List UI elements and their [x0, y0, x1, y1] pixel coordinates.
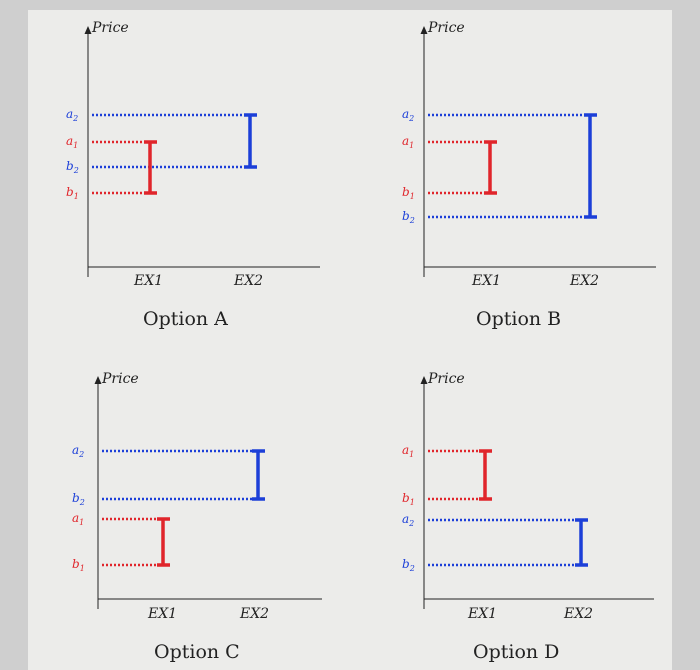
panel-option-a: Price a2 a1 b2 b1 EX1 EX2 Option A	[58, 15, 328, 330]
range-bar-ex2	[584, 113, 597, 219]
diagram-option-c: Price a2 b2 a1 b1 EX1 EX2	[72, 371, 322, 622]
x-label-ex2: EX2	[239, 606, 269, 622]
diagram-option-b: Price a2 a1 b1 b2 EX1 EX2	[402, 20, 656, 289]
panel-option-b: Price a2 a1 b1 b2 EX1 EX2 Option B	[394, 15, 664, 330]
level-label-a1: a1	[402, 134, 414, 150]
level-label-a2: a2	[402, 107, 414, 123]
x-label-ex1: EX1	[147, 606, 177, 622]
level-label-a2: a2	[66, 107, 78, 123]
level-label-b2: b2	[66, 159, 79, 175]
axis-title-price: Price	[91, 20, 129, 36]
range-bar-ex2	[244, 113, 257, 169]
range-bar-ex1	[484, 140, 497, 195]
y-axis-arrow-icon	[420, 376, 428, 384]
range-bar-ex2	[575, 518, 588, 567]
range-bar-ex1	[157, 517, 170, 567]
y-axis-arrow-icon	[84, 26, 92, 34]
range-bar-ex1	[144, 140, 157, 195]
range-bar-ex1	[479, 449, 492, 501]
y-axis-arrow-icon	[420, 26, 428, 34]
level-label-b2: b2	[402, 209, 415, 225]
worksheet-sheet: Price a2 a1 b2 b1 EX1 EX2 Option A	[28, 10, 672, 670]
axis-title-price: Price	[427, 20, 465, 36]
panel-option-d: Price a1 b1 a2 b2 EX1 EX2 Option D	[394, 365, 664, 663]
x-label-ex1: EX1	[133, 273, 163, 289]
option-label-c: Option C	[154, 641, 240, 663]
x-label-ex1: EX1	[471, 273, 501, 289]
option-label-a: Option A	[143, 308, 228, 330]
x-label-ex2: EX2	[233, 273, 263, 289]
level-label-a2: a2	[402, 512, 414, 528]
level-label-a1: a1	[66, 134, 78, 150]
y-axis-arrow-icon	[94, 376, 102, 384]
level-label-b1: b1	[72, 557, 85, 573]
range-bar-ex2	[252, 449, 265, 501]
level-label-b2: b2	[72, 491, 85, 507]
x-label-ex2: EX2	[569, 273, 599, 289]
level-label-b1: b1	[402, 491, 415, 507]
x-label-ex2: EX2	[563, 606, 593, 622]
level-label-b1: b1	[402, 185, 415, 201]
level-label-a1: a1	[72, 511, 84, 527]
panel-option-c: Price a2 b2 a1 b1 EX1 EX2 Option C	[68, 365, 338, 663]
level-label-a2: a2	[72, 443, 84, 459]
level-label-a1: a1	[402, 443, 414, 459]
x-label-ex1: EX1	[467, 606, 497, 622]
option-label-d: Option D	[473, 641, 560, 663]
option-label-b: Option B	[476, 308, 562, 330]
diagram-option-d: Price a1 b1 a2 b2 EX1 EX2	[402, 371, 654, 622]
diagram-option-a: Price a2 a1 b2 b1 EX1 EX2	[66, 20, 320, 289]
axis-title-price: Price	[427, 371, 465, 387]
axis-title-price: Price	[101, 371, 139, 387]
level-label-b2: b2	[402, 557, 415, 573]
level-label-b1: b1	[66, 185, 79, 201]
